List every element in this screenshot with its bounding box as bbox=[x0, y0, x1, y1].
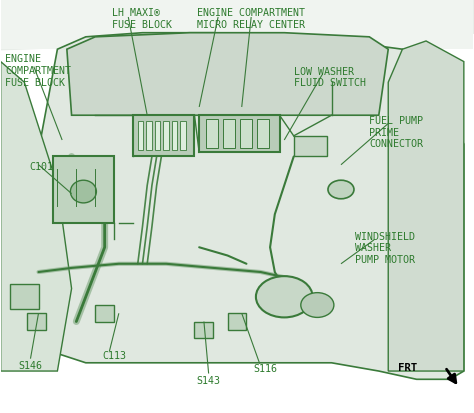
Ellipse shape bbox=[328, 181, 354, 199]
Text: ENGINE
COMPARTMENT
FUSE BLOCK: ENGINE COMPARTMENT FUSE BLOCK bbox=[5, 54, 72, 87]
FancyBboxPatch shape bbox=[294, 137, 327, 157]
Text: ENGINE COMPARTMENT
MICRO RELAY CENTER: ENGINE COMPARTMENT MICRO RELAY CENTER bbox=[197, 8, 305, 30]
Polygon shape bbox=[0, 1, 474, 50]
Text: S146: S146 bbox=[18, 361, 43, 370]
FancyBboxPatch shape bbox=[133, 116, 194, 157]
FancyBboxPatch shape bbox=[228, 313, 246, 330]
Text: LOW WASHER
FLUID SWITCH: LOW WASHER FLUID SWITCH bbox=[294, 66, 366, 88]
Text: LH MAXI®
FUSE BLOCK: LH MAXI® FUSE BLOCK bbox=[112, 8, 172, 30]
Polygon shape bbox=[67, 33, 388, 116]
Text: FRT: FRT bbox=[398, 362, 417, 372]
FancyBboxPatch shape bbox=[155, 122, 160, 151]
FancyBboxPatch shape bbox=[223, 120, 235, 149]
FancyBboxPatch shape bbox=[240, 120, 252, 149]
Ellipse shape bbox=[256, 276, 313, 318]
Text: S116: S116 bbox=[254, 363, 278, 373]
Polygon shape bbox=[24, 33, 464, 380]
Polygon shape bbox=[0, 62, 72, 371]
FancyBboxPatch shape bbox=[10, 285, 38, 309]
Text: C101: C101 bbox=[29, 161, 53, 171]
Text: FUEL PUMP
PRIME
CONNECTOR: FUEL PUMP PRIME CONNECTOR bbox=[369, 116, 423, 149]
FancyBboxPatch shape bbox=[53, 157, 114, 223]
Text: C113: C113 bbox=[102, 351, 126, 361]
FancyBboxPatch shape bbox=[194, 322, 213, 338]
Polygon shape bbox=[388, 42, 464, 371]
FancyBboxPatch shape bbox=[206, 120, 218, 149]
Ellipse shape bbox=[71, 181, 96, 204]
FancyBboxPatch shape bbox=[27, 313, 46, 330]
FancyBboxPatch shape bbox=[172, 122, 177, 151]
FancyBboxPatch shape bbox=[257, 120, 269, 149]
FancyBboxPatch shape bbox=[146, 122, 152, 151]
Ellipse shape bbox=[301, 293, 334, 318]
Text: WINDSHIELD
WASHER
PUMP MOTOR: WINDSHIELD WASHER PUMP MOTOR bbox=[355, 231, 415, 264]
FancyBboxPatch shape bbox=[180, 122, 186, 151]
FancyBboxPatch shape bbox=[95, 305, 114, 322]
FancyBboxPatch shape bbox=[199, 116, 280, 153]
Text: S143: S143 bbox=[197, 375, 220, 385]
FancyBboxPatch shape bbox=[138, 122, 144, 151]
FancyBboxPatch shape bbox=[163, 122, 169, 151]
